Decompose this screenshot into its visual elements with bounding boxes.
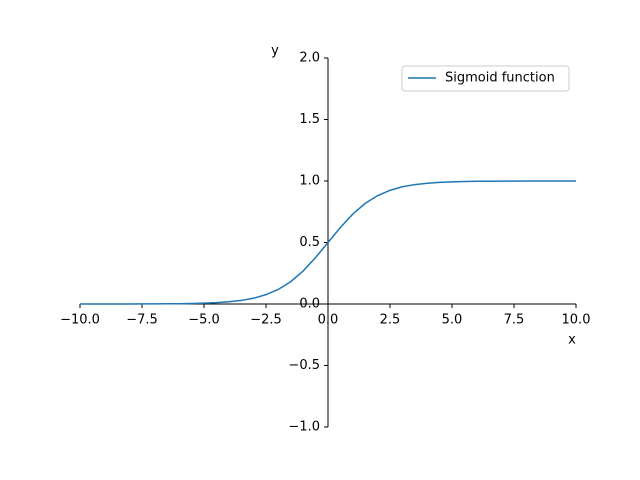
legend-label: Sigmoid function	[445, 71, 555, 86]
y-tick-label: 2.0	[299, 51, 320, 66]
y-tick-label: 1.0	[299, 174, 320, 189]
x-tick-label: 5.0	[442, 313, 463, 328]
x-tick-label: 2.5	[380, 313, 401, 328]
x-tick-label: −10.0	[60, 313, 100, 328]
x-tick-label: −2.5	[250, 313, 282, 328]
x-tick-label: −7.5	[126, 313, 158, 328]
x-tick-label: −5.0	[188, 313, 220, 328]
x-tick-label: 7.5	[504, 313, 525, 328]
y-tick-label: 0.5	[299, 235, 320, 250]
y-tick-label: −1.0	[288, 420, 320, 435]
legend-box	[401, 65, 570, 92]
x-tick-label: 0.0	[318, 313, 339, 328]
y-axis-label: y	[271, 44, 279, 59]
x-tick-label: 10.0	[562, 313, 591, 328]
y-tick-label: 0.0	[299, 297, 320, 312]
y-tick-label: 1.5	[299, 112, 320, 127]
y-tick-label: −0.5	[288, 358, 320, 373]
x-axis-label: x	[568, 333, 576, 348]
sigmoid-line	[80, 180, 576, 305]
